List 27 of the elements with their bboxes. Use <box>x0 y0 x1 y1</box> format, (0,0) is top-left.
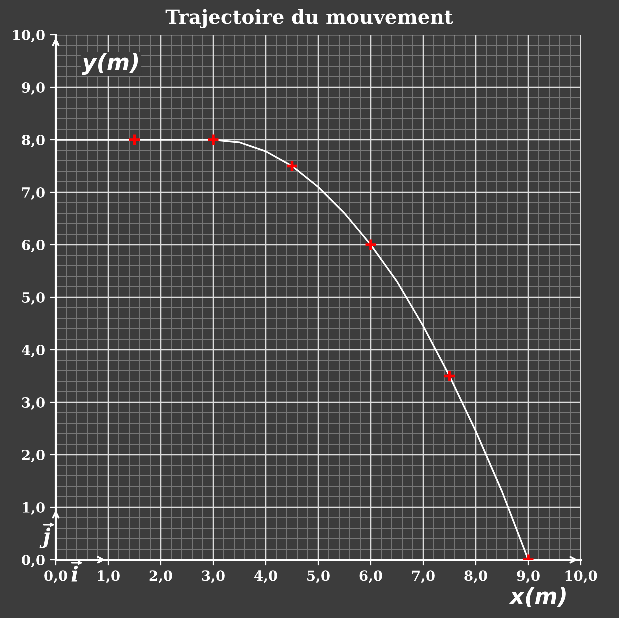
x-tick-label: 3,0 <box>202 570 225 584</box>
y-tick-label: 2,0 <box>22 450 45 463</box>
y-tick-label: 10,0 <box>13 30 45 43</box>
y-tick-label: 9,0 <box>22 82 45 96</box>
x-tick-label: 2,0 <box>150 570 172 584</box>
x-tick-label: 8,0 <box>464 570 488 584</box>
y-tick-label: 8,0 <box>22 134 45 148</box>
text: j <box>40 528 51 548</box>
y-axis-title: y(m) <box>82 53 138 76</box>
y-tick-label: 1,0 <box>23 502 45 516</box>
x-tick-label: 4,0 <box>254 570 278 584</box>
y-tick-label: 7,0 <box>22 187 45 200</box>
x-tick-label: 7,0 <box>412 570 435 584</box>
x-tick-label: 10,0 <box>566 570 598 584</box>
x-tick-label: 0,0 <box>44 570 68 584</box>
text: i <box>72 566 78 582</box>
chart-title: Trajectoire du mouvement <box>166 9 454 28</box>
x-tick-label: 5,0 <box>308 570 330 584</box>
x-tick-label: 1,0 <box>98 570 120 584</box>
x-tick-label: 6,0 <box>360 570 382 584</box>
y-tick-label: 0,0 <box>22 554 45 568</box>
x-axis-title: x(m) <box>509 587 566 608</box>
x-tick-label: 9,0 <box>517 570 540 584</box>
y-tick-label: 4,0 <box>22 344 45 358</box>
y-tick-label: 3,0 <box>22 397 45 410</box>
y-tick-label: 5,0 <box>22 292 45 306</box>
y-tick-label: 6,0 <box>22 240 45 253</box>
